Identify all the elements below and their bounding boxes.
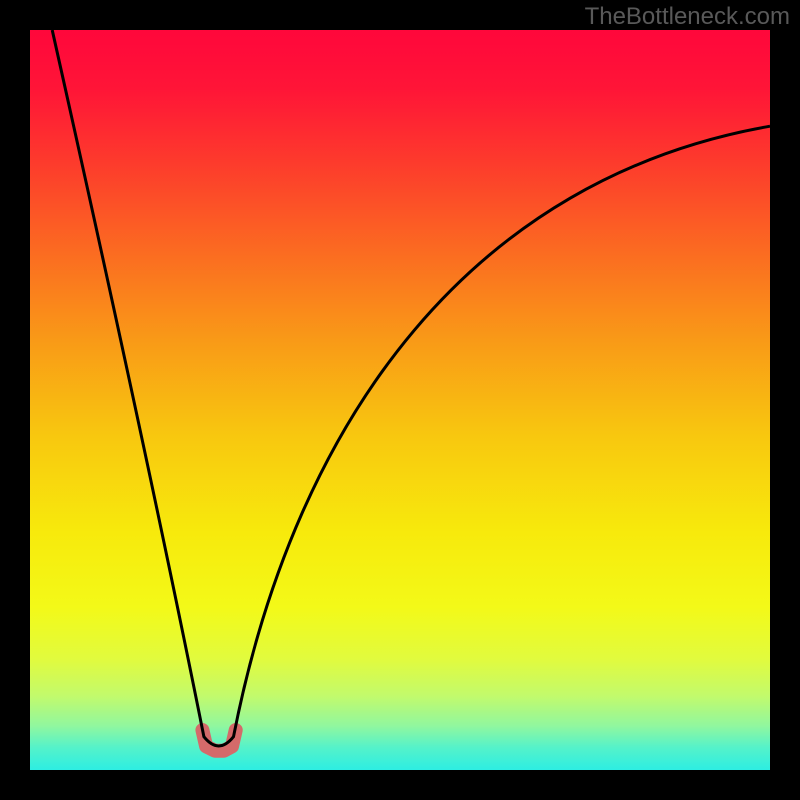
plot-background xyxy=(30,30,770,770)
chart-svg: TheBottleneck.com xyxy=(0,0,800,800)
watermark-text: TheBottleneck.com xyxy=(585,3,790,30)
bottleneck-chart: TheBottleneck.com xyxy=(0,0,800,800)
